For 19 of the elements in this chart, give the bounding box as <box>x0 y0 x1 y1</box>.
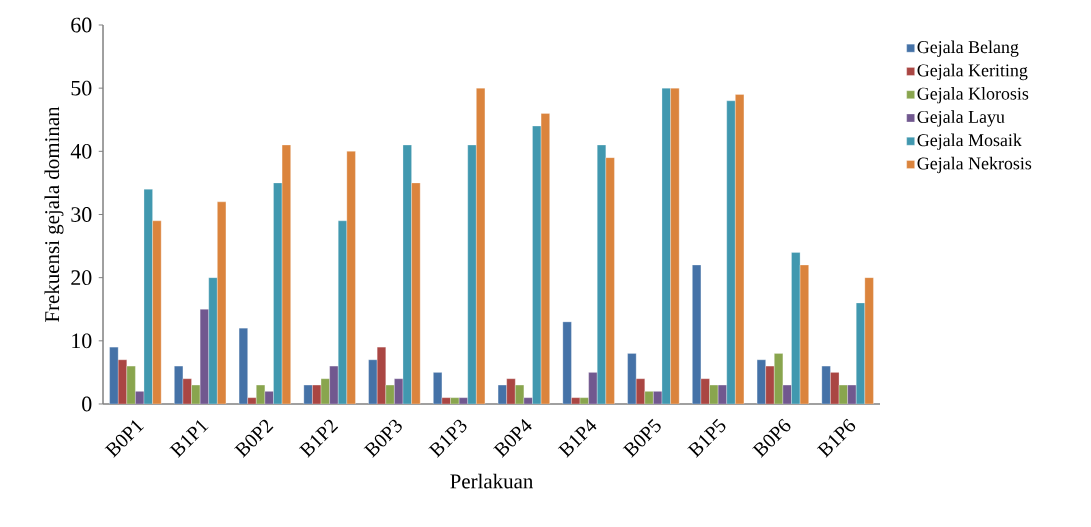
y-tick-label: 0 <box>82 396 92 412</box>
bar <box>627 353 637 404</box>
y-tick-label: 10 <box>72 333 92 349</box>
y-axis-title: Frekuensi gejala dominan <box>44 106 64 322</box>
y-tick-label: 20 <box>71 270 92 286</box>
y-tick-label: 60 <box>71 17 92 33</box>
y-tick-label: 30 <box>71 207 92 222</box>
x-axis-title: Perlakuan <box>450 473 534 489</box>
y-tick-label: 50 <box>71 80 92 96</box>
legend-label: Gejala Keriting <box>917 63 1028 81</box>
legend-label: Gejala Belang <box>917 40 1019 57</box>
legend-label: Gejala Klorosis <box>917 87 1029 104</box>
legend-label: Gejala Mosaik <box>917 133 1022 150</box>
legend-label: Gejala Nekrosis <box>917 156 1032 174</box>
bar <box>368 359 378 404</box>
bar <box>562 321 572 404</box>
y-tick-label: 40 <box>70 143 92 159</box>
legend-label: Gejala Layu <box>917 110 1005 127</box>
bar <box>109 346 119 404</box>
